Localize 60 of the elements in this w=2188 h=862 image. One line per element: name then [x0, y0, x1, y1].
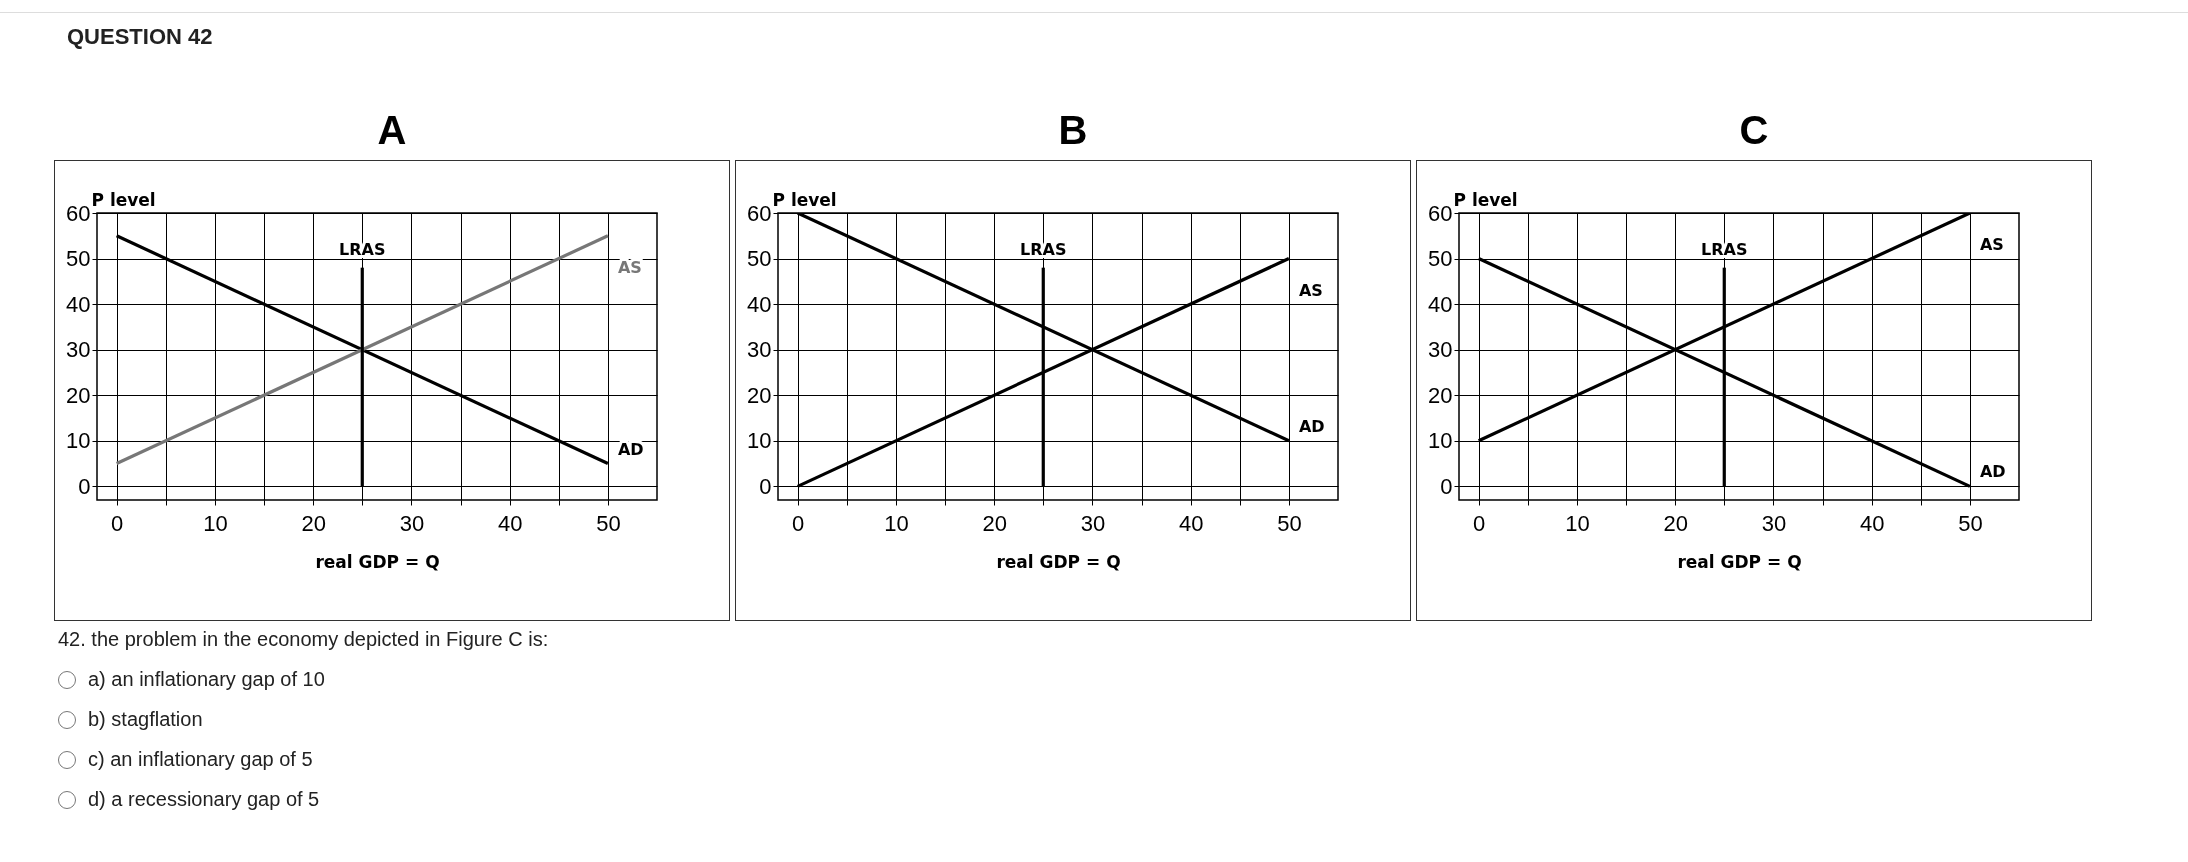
y-axis-title: P level — [1453, 189, 1518, 210]
y-tick-label: 20 — [66, 382, 91, 408]
x-tick-label: 50 — [1958, 510, 1983, 536]
x-tick-label: 20 — [1663, 510, 1688, 536]
x-tick-label: 30 — [1080, 510, 1106, 536]
series-label: AS — [1298, 280, 1323, 300]
x-tick-label: 50 — [1277, 510, 1302, 536]
x-tick-label: 0 — [792, 510, 805, 536]
chart-title: A — [376, 107, 408, 154]
series-label: AD — [1979, 462, 2006, 482]
chart-title: C — [1738, 107, 1770, 154]
series-label: AD — [1298, 416, 1325, 436]
x-tick-label: 10 — [884, 510, 909, 536]
y-tick-label: 30 — [66, 337, 91, 363]
text: d) a recessionary gap of 5 — [88, 788, 320, 811]
text: a) an inflationary gap of 10 — [88, 668, 325, 691]
y-tick-label: 10 — [1428, 428, 1453, 454]
y-tick-label: 50 — [66, 246, 91, 272]
text: b) stagflation — [88, 708, 203, 731]
x-tick-label: 40 — [1178, 510, 1204, 536]
x-tick-label: 50 — [596, 510, 621, 536]
y-tick-label: 40 — [66, 291, 91, 317]
x-tick-label: 40 — [497, 510, 523, 536]
y-tick-label: 10 — [747, 428, 772, 454]
series-label: AS — [617, 257, 642, 277]
y-tick-label: 40 — [747, 291, 772, 317]
y-tick-label: 60 — [747, 200, 772, 226]
chart-title: B — [1057, 107, 1089, 154]
x-axis-title: real GDP = Q — [1677, 551, 1802, 572]
y-tick-label: 40 — [1428, 291, 1453, 317]
x-tick-label: 20 — [982, 510, 1007, 536]
text: QUESTION 42 — [67, 24, 213, 50]
text: 42. the problem in the economy depicted in Figure C is: — [58, 628, 549, 651]
y-tick-label: 0 — [78, 473, 91, 499]
y-tick-label: 60 — [1428, 200, 1453, 226]
x-tick-label: 10 — [1565, 510, 1590, 536]
y-tick-label: 0 — [759, 473, 772, 499]
y-tick-label: 60 — [66, 200, 91, 226]
x-tick-label: 30 — [399, 510, 425, 536]
y-tick-label: 30 — [1428, 337, 1453, 363]
x-tick-label: 40 — [1859, 510, 1885, 536]
y-tick-label: 50 — [1428, 246, 1453, 272]
y-tick-label: 20 — [747, 382, 772, 408]
y-tick-label: 10 — [66, 428, 91, 454]
x-axis-title: real GDP = Q — [996, 551, 1121, 572]
y-tick-label: 0 — [1440, 473, 1453, 499]
y-tick-label: 20 — [1428, 382, 1453, 408]
x-tick-label: 0 — [111, 510, 124, 536]
x-tick-label: 30 — [1761, 510, 1787, 536]
x-tick-label: 0 — [1473, 510, 1486, 536]
y-axis-title: P level — [772, 189, 837, 210]
x-tick-label: 20 — [301, 510, 326, 536]
x-axis-title: real GDP = Q — [315, 551, 440, 572]
x-tick-label: 10 — [203, 510, 228, 536]
text: c) an inflationary gap of 5 — [88, 748, 313, 771]
y-axis-title: P level — [91, 189, 156, 210]
series-label: AD — [617, 439, 644, 459]
y-tick-label: 30 — [747, 337, 772, 363]
y-tick-label: 50 — [747, 246, 772, 272]
series-label: AS — [1979, 235, 2004, 254]
